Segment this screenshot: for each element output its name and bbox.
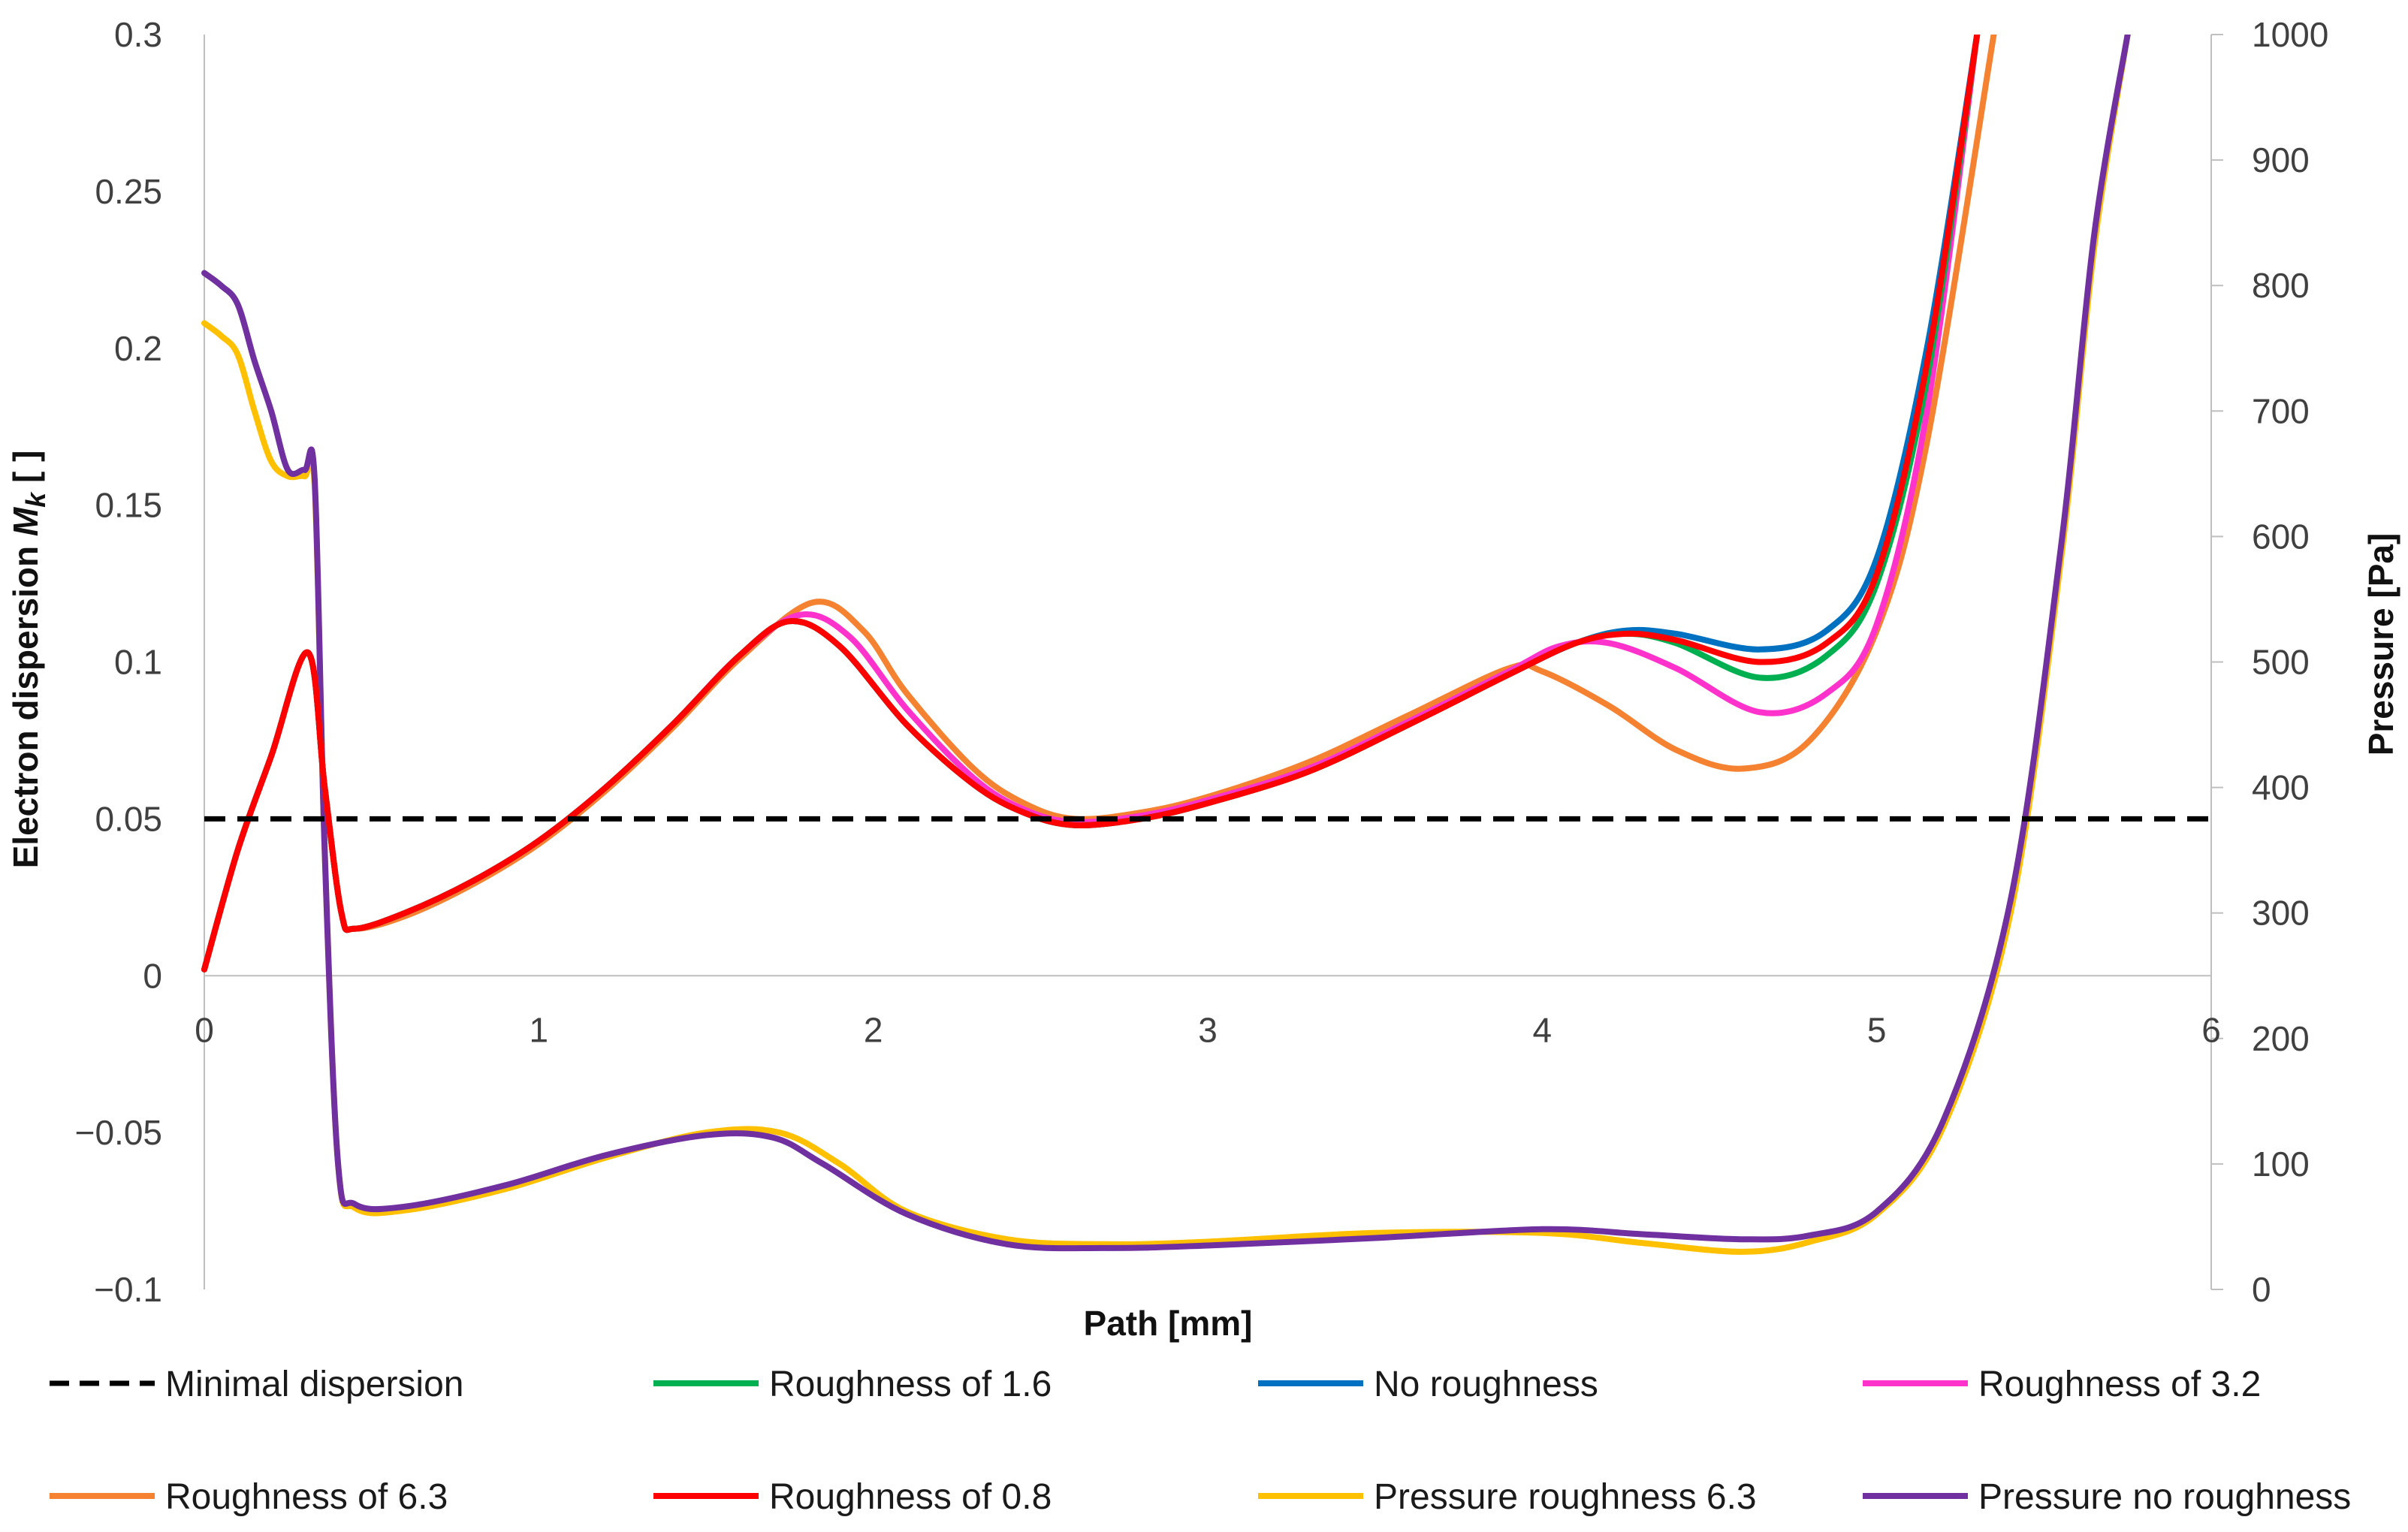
x-tick-label: 4 <box>1533 1010 1553 1049</box>
x-tick-label: 1 <box>530 1010 549 1049</box>
x-axis-title: Path [mm] <box>1084 1304 1253 1343</box>
y-tick-labels: 0.3 0.25 0.2 0.15 0.1 0.05 0 −0.05 −0.1 <box>75 15 162 1309</box>
y2-tick-label: 0 <box>2252 1270 2271 1309</box>
y2-tick-label: 100 <box>2252 1144 2310 1184</box>
legend-label: Pressure no roughness <box>1978 1477 2351 1517</box>
legend-label: Minimal dispersion <box>165 1365 463 1404</box>
legend-label: Roughness of 1.6 <box>769 1365 1052 1404</box>
y2-tick-label: 200 <box>2252 1019 2310 1058</box>
legend-item-pressure-no-roughness: Pressure no roughness <box>1863 1477 2351 1517</box>
x-tick-label: 6 <box>2201 1010 2221 1049</box>
y2-tick-label: 1000 <box>2252 15 2328 54</box>
legend-item-no-roughness: No roughness <box>1258 1365 1598 1404</box>
y2-tick-label: 800 <box>2252 266 2310 305</box>
series-line-roughness-of-1-6 <box>201 35 1981 973</box>
x-tick-label: 2 <box>864 1010 883 1049</box>
y-axis-title-unit: [ ] <box>6 451 45 483</box>
y2-tick-label: 600 <box>2252 517 2310 556</box>
y2-axis-title: Pressure [Pa] <box>2361 533 2400 756</box>
y2-tick-label: 400 <box>2252 768 2310 807</box>
y-tick-label: 0.25 <box>95 172 162 211</box>
y-tick-label: −0.1 <box>94 1270 162 1309</box>
y-tick-label: 0.15 <box>95 486 162 525</box>
y2-tick-label: 300 <box>2252 894 2310 933</box>
y-tick-label: 0.3 <box>114 15 162 54</box>
y-axis-title: Electron dispersion Mk [ ] <box>6 451 51 869</box>
legend-label: Roughness of 6.3 <box>165 1477 448 1517</box>
series-line-roughness-of-3-2 <box>201 35 1981 973</box>
y-tick-label: 0 <box>143 956 162 995</box>
legend-item-roughness-of-1-6: Roughness of 1.6 <box>653 1365 1052 1404</box>
y2-tick-label: 700 <box>2252 391 2310 430</box>
legend-label: Roughness of 0.8 <box>769 1477 1052 1517</box>
x-tick-labels: 0 1 2 3 4 5 6 <box>195 1010 2221 1049</box>
y-axis-title-subscript: k <box>20 491 51 508</box>
x-tick-label: 0 <box>195 1010 214 1049</box>
series-line-no-roughness <box>201 35 1981 973</box>
x-tick-label: 3 <box>1198 1010 1218 1049</box>
series-layer <box>201 35 2211 1255</box>
y-tick-label: −0.05 <box>75 1113 162 1152</box>
y-axis-title-text: Electron dispersion <box>6 546 45 868</box>
legend-item-roughness-of-6-3: Roughness of 6.3 <box>50 1477 448 1517</box>
legend-item-pressure-roughness-6-3: Pressure roughness 6.3 <box>1258 1477 1757 1517</box>
axes <box>204 34 2223 1290</box>
x-tick-label: 5 <box>1867 1010 1887 1049</box>
y-tick-label: 0.1 <box>114 643 162 682</box>
legend-label: Pressure roughness 6.3 <box>1374 1477 1757 1517</box>
legend-item-minimal-dispersion: Minimal dispersion <box>50 1365 463 1404</box>
series-line-pressure-no-roughness <box>201 35 2131 1252</box>
y2-tick-label: 500 <box>2252 643 2310 682</box>
series-line-roughness-of-0-8 <box>201 35 1981 973</box>
y-axis-title-symbol: M <box>6 506 45 536</box>
series-line-roughness-of-6-3 <box>201 35 1997 973</box>
legend-item-roughness-of-3-2: Roughness of 3.2 <box>1863 1365 2261 1404</box>
y2-tick-label: 900 <box>2252 140 2310 179</box>
legend-label: No roughness <box>1374 1365 1598 1404</box>
legend-label: Roughness of 3.2 <box>1978 1365 2261 1404</box>
legend-item-roughness-of-0-8: Roughness of 0.8 <box>653 1477 1052 1517</box>
y-tick-label: 0.05 <box>95 799 162 838</box>
legend: Minimal dispersion Roughness of 1.6 No rou… <box>50 1365 2351 1517</box>
y-tick-label: 0.2 <box>114 329 162 368</box>
